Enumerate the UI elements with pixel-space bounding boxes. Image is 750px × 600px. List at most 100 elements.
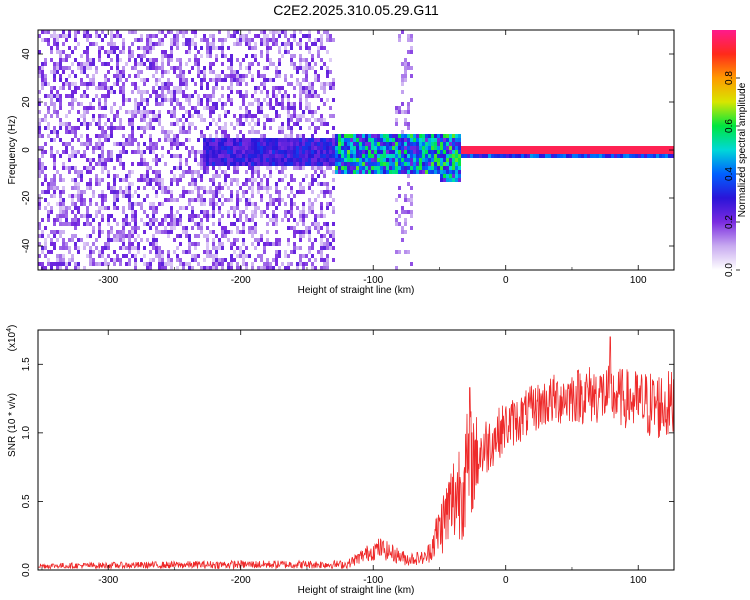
spectrogram-cell (80, 142, 83, 146)
spectrogram-cell (71, 238, 74, 242)
spectrogram-cell (293, 178, 296, 182)
spectrogram-cell (398, 106, 401, 110)
spectrogram-cell (53, 230, 56, 234)
spectrogram-cell (140, 98, 143, 102)
spectrogram-cell (197, 174, 200, 178)
spectrogram-cell (212, 46, 215, 50)
spectrogram-cell (98, 54, 101, 58)
spectrogram-cell (194, 254, 197, 258)
spectrogram-cell (68, 166, 71, 170)
spectrogram-cell (311, 134, 314, 138)
spectrogram-cell (152, 58, 155, 62)
spectrogram-cell (320, 254, 323, 258)
spectrogram-cell (395, 134, 398, 138)
spectrogram-cell (272, 42, 275, 46)
spectrogram-cell (596, 146, 599, 150)
spectrogram-cell (404, 210, 407, 214)
spectrogram-cell (263, 30, 266, 34)
spectrogram-cell (269, 38, 272, 42)
spectrogram-cell (341, 134, 344, 138)
spectrogram-cell (176, 134, 179, 138)
colorbar-tick-label: 0.2 (724, 215, 735, 229)
spectrogram-cell (293, 94, 296, 98)
spectrogram-cell (290, 46, 293, 50)
spectrogram-cell (53, 190, 56, 194)
spectrogram-cell (77, 174, 80, 178)
spectrogram-cell (452, 174, 455, 178)
spectrogram-cell (212, 70, 215, 74)
spectrogram-cell (332, 82, 335, 86)
spectrogram-cell (317, 230, 320, 234)
spectrogram-cell (284, 106, 287, 110)
spectrogram-cell (395, 138, 398, 142)
spectrogram-cell (266, 66, 269, 70)
spectrogram-cell (188, 234, 191, 238)
spectrogram-cell (482, 146, 485, 150)
spectrogram-cell (419, 146, 422, 150)
spectrogram-cell (104, 82, 107, 86)
spectrogram-cell (212, 142, 215, 146)
spectrogram-cell (155, 58, 158, 62)
spectrogram-cell (356, 166, 359, 170)
spectrogram-cell (665, 146, 668, 150)
spectrogram-cell (260, 186, 263, 190)
spectrogram-cell (140, 78, 143, 82)
spectrogram-cell (308, 138, 311, 142)
spectrogram-cell (551, 154, 554, 158)
spectrogram-cell (329, 82, 332, 86)
spectrogram-cell (599, 150, 602, 154)
spectrogram-cell (47, 126, 50, 130)
spectrogram-cell (128, 110, 131, 114)
spectrogram-cell (56, 46, 59, 50)
spectrogram-cell (308, 238, 311, 242)
spectrogram-cell (197, 50, 200, 54)
spectrogram-cell (74, 58, 77, 62)
spectrogram-cell (206, 214, 209, 218)
spectrogram-cell (161, 182, 164, 186)
spectrogram-cell (308, 102, 311, 106)
spectrogram-cell (227, 238, 230, 242)
spectrogram-cell (356, 154, 359, 158)
spectrogram-cell (77, 266, 80, 270)
spectrogram-cell (203, 198, 206, 202)
spectrogram-cell (311, 42, 314, 46)
spectrogram-cell (314, 214, 317, 218)
spectrogram-cell (407, 126, 410, 130)
spectrogram-cell (107, 170, 110, 174)
spectrogram-cell (119, 262, 122, 266)
spectrogram-cell (128, 30, 131, 34)
spectrogram-cell (335, 170, 338, 174)
spectrogram-cell (251, 138, 254, 142)
spectrogram-cell (62, 190, 65, 194)
spectrogram-cell (530, 146, 533, 150)
spectrogram-cell (299, 154, 302, 158)
spectrogram-cell (38, 162, 41, 166)
spectrogram-cell (188, 242, 191, 246)
spectrogram-cell (272, 142, 275, 146)
spectrogram-cell (44, 82, 47, 86)
spectrogram-cell (251, 182, 254, 186)
spectrogram-cell (230, 190, 233, 194)
spectrogram-cell (122, 254, 125, 258)
spectrogram-cell (131, 30, 134, 34)
spectrogram-cell (68, 238, 71, 242)
spectrogram-cell (548, 154, 551, 158)
spectrogram-cell (236, 146, 239, 150)
spectrogram-cell (92, 226, 95, 230)
spectrogram-cell (83, 62, 86, 66)
spectrogram-cell (83, 202, 86, 206)
spectrogram-cell (419, 166, 422, 170)
spectrogram-cell (149, 38, 152, 42)
spectrogram-cell (413, 162, 416, 166)
spectrogram-cell (242, 194, 245, 198)
spectrogram-cell (266, 54, 269, 58)
spectrogram-x-tick-label: -300 (98, 275, 118, 286)
snr-x-tick-label: -100 (363, 575, 383, 586)
spectrogram-cell (431, 170, 434, 174)
spectrogram-cell (59, 214, 62, 218)
spectrogram-cell (293, 166, 296, 170)
spectrogram-cell (407, 146, 410, 150)
spectrogram-cell (38, 234, 41, 238)
spectrogram-cell (206, 82, 209, 86)
spectrogram-cell (50, 50, 53, 54)
